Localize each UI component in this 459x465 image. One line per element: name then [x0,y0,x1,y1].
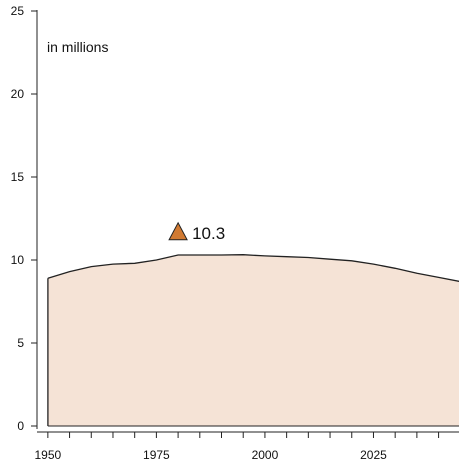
x-tick-label: 1950 [35,448,62,462]
y-tick-label: 5 [17,336,24,350]
y-tick-label: 10 [11,253,25,267]
x-ticks: 19501975200020252050 [35,432,440,462]
x-tick-label: 2025 [360,448,387,462]
x-tick-label: 1975 [143,448,170,462]
y-tick-label: 25 [11,4,25,18]
series-line [47,254,459,426]
y-ticks: 0 5 10 15 20 25 [11,4,37,433]
annotation-label: 10.3 [192,224,225,243]
annotations: 10.3 [168,221,225,243]
annotation-triangle-marker [168,221,188,241]
y-tick-label: 0 [17,419,24,433]
unit-label: in millions [47,39,108,55]
y-tick-label: 15 [11,170,25,184]
x-tick-label: 2000 [252,448,279,462]
area-fill [47,254,459,426]
y-tick-label: 20 [11,87,25,101]
